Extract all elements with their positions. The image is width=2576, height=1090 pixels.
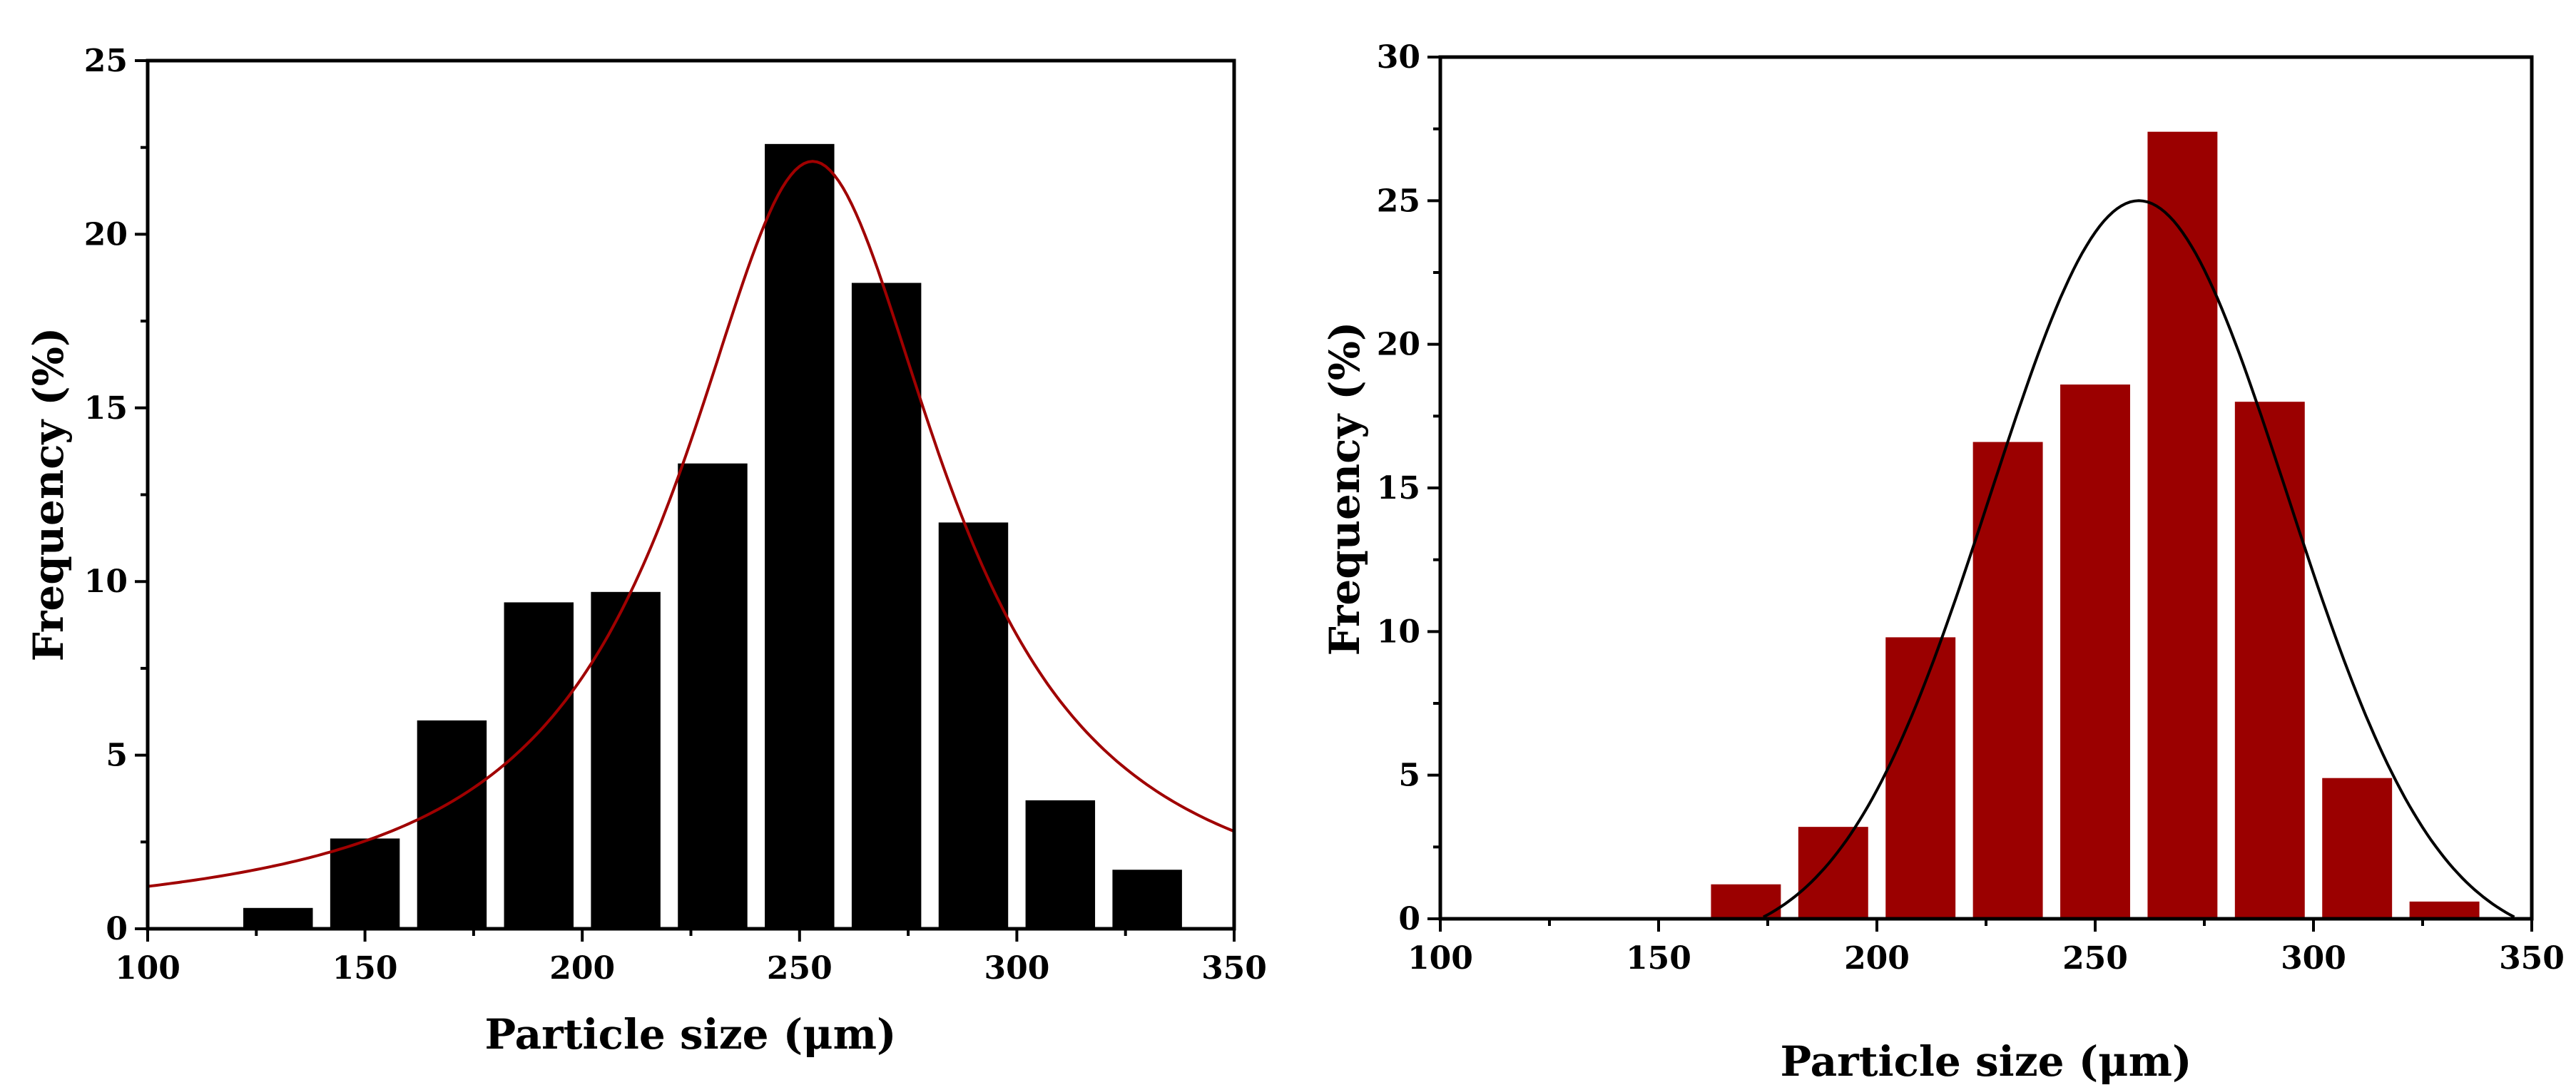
histogram-bar bbox=[765, 143, 835, 929]
histogram-bar bbox=[2147, 131, 2218, 919]
histogram-bar bbox=[1885, 637, 1956, 919]
y-tick-label: 15 bbox=[1377, 470, 1420, 506]
histogram-bar bbox=[678, 463, 748, 929]
y-axis-title: Frequency (%) bbox=[1320, 322, 1369, 656]
histogram-bar bbox=[243, 907, 313, 929]
fit-curve bbox=[1762, 199, 2515, 919]
y-tick-label: 10 bbox=[84, 564, 128, 600]
x-tick-label: 150 bbox=[1626, 940, 1691, 977]
y-tick-label: 15 bbox=[84, 390, 128, 427]
histogram-bar bbox=[938, 522, 1009, 929]
x-tick-label: 250 bbox=[2062, 940, 2128, 977]
y-tick-label: 20 bbox=[84, 216, 128, 253]
x-tick-label: 100 bbox=[1407, 940, 1473, 977]
histogram-bar bbox=[591, 591, 661, 929]
y-tick-label: 10 bbox=[1377, 613, 1420, 650]
left-histogram-chart: Particle size (μm) Frequency (%) 100 150 2… bbox=[24, 43, 1267, 1059]
x-tick-label: 250 bbox=[767, 950, 833, 987]
histogram-bar bbox=[2060, 384, 2130, 919]
x-axis-title: Particle size (μm) bbox=[485, 1010, 897, 1059]
x-tick-label: 350 bbox=[1201, 950, 1267, 987]
histogram-bar bbox=[851, 282, 922, 929]
y-tick-label: 0 bbox=[1398, 901, 1420, 937]
y-tick-label: 20 bbox=[1377, 327, 1420, 363]
histogram-bar bbox=[417, 720, 487, 929]
x-tick-label: 200 bbox=[1844, 940, 1910, 977]
x-tick-label: 350 bbox=[2499, 940, 2565, 977]
y-tick-label: 0 bbox=[106, 911, 128, 947]
x-tick-label: 300 bbox=[984, 950, 1049, 987]
fit-curve bbox=[147, 160, 1235, 888]
histogram-bar bbox=[2409, 901, 2480, 919]
x-tick-label: 300 bbox=[2281, 940, 2346, 977]
histogram-bar bbox=[330, 838, 400, 929]
histogram-bar bbox=[504, 602, 574, 929]
histogram-bar bbox=[2234, 402, 2305, 919]
x-axis-title: Particle size (μm) bbox=[1781, 1037, 2192, 1086]
y-tick-label: 5 bbox=[1398, 758, 1420, 794]
histogram-bar bbox=[2322, 778, 2393, 919]
histogram-bar bbox=[1798, 827, 1868, 919]
y-axis-title: Frequency (%) bbox=[24, 327, 73, 662]
x-tick-label: 200 bbox=[549, 950, 615, 987]
x-tick-label: 150 bbox=[332, 950, 398, 987]
histogram-bar bbox=[1025, 800, 1096, 929]
right-histogram-chart: Particle size (μm) Frequency (%) 100 150 2… bbox=[1320, 39, 2565, 1086]
histogram-bar bbox=[1112, 870, 1182, 929]
histogram-bar bbox=[1972, 442, 2043, 919]
y-tick-label: 30 bbox=[1377, 39, 1420, 76]
x-tick-label: 100 bbox=[115, 950, 180, 987]
y-tick-label: 25 bbox=[1377, 183, 1420, 219]
y-tick-label: 5 bbox=[106, 738, 128, 774]
y-tick-label: 25 bbox=[84, 43, 128, 79]
